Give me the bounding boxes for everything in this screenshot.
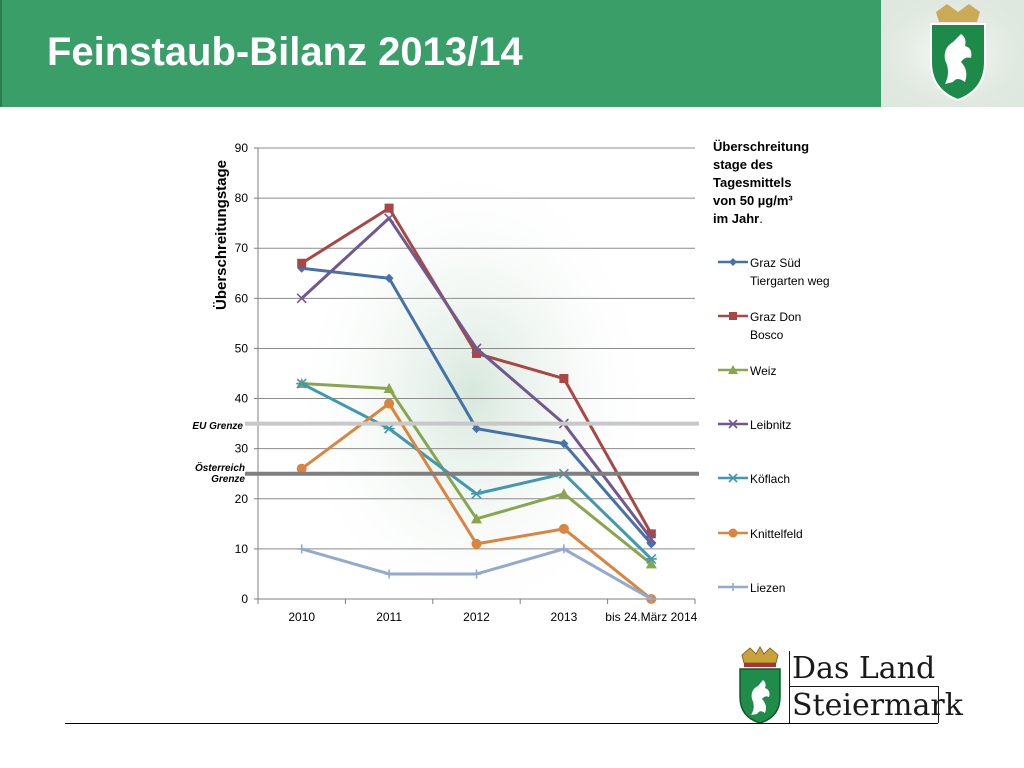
title-bar xyxy=(0,0,881,107)
data-point-marker xyxy=(383,423,395,434)
legend-label: Köflach xyxy=(750,472,791,486)
y-axis-label: Überschreitungstage xyxy=(213,160,230,310)
data-point-marker xyxy=(471,513,482,524)
y-tick-label: 40 xyxy=(235,392,249,406)
styria-crest-icon xyxy=(881,0,1024,107)
logo-right-rule xyxy=(938,686,939,723)
legend-label: Knittelfeld xyxy=(750,527,803,541)
data-point-marker xyxy=(646,529,656,539)
data-point-marker xyxy=(728,473,738,483)
legend-symbol xyxy=(718,528,748,538)
series-graz-don-bosco xyxy=(297,203,656,539)
y-tick-label: 20 xyxy=(235,492,249,506)
legend-label: Weiz xyxy=(750,364,777,378)
austria-limit-label-line1: Österreich xyxy=(195,461,245,474)
x-axis-ticks: 2010 2011 2012 2013 bis 24.März 2014 xyxy=(257,599,698,624)
axes xyxy=(257,148,695,600)
legend-title-line2: stage des xyxy=(713,157,773,172)
data-point-marker xyxy=(729,312,737,320)
logo-line-1: Das Land xyxy=(792,651,936,686)
header-crest-panel xyxy=(881,0,1024,107)
data-point-marker xyxy=(384,213,395,224)
data-point-marker xyxy=(646,533,657,544)
logo-underline xyxy=(789,686,939,687)
y-tick-label: 30 xyxy=(235,442,249,456)
x-tick-label: bis 24.März 2014 xyxy=(605,610,697,624)
eu-limit-label: EU Grenze xyxy=(192,421,243,432)
data-point-marker xyxy=(645,558,657,569)
austria-limit-label-line2: Grenze xyxy=(211,474,245,485)
y-tick-label: 50 xyxy=(235,341,249,355)
data-point-marker xyxy=(472,569,481,579)
legend-title-line4: von 50 µg/m³ xyxy=(713,193,793,208)
legend-symbol xyxy=(718,258,748,266)
data-point-marker xyxy=(472,424,481,434)
data-point-marker xyxy=(558,523,569,534)
legend-label: Graz Don Bosco xyxy=(750,310,802,342)
data-point-marker xyxy=(645,553,657,564)
y-tick-label: 80 xyxy=(235,191,249,205)
legend-title-period: . xyxy=(759,211,763,226)
logo-line-2: Steiermark xyxy=(792,688,963,723)
data-point-marker xyxy=(471,488,482,499)
logo-divider xyxy=(789,651,790,723)
data-point-marker xyxy=(296,378,308,389)
x-tick-label: 2013 xyxy=(551,610,578,624)
data-point-marker xyxy=(472,348,481,358)
legend-symbol xyxy=(718,419,748,429)
x-tick-label: 2011 xyxy=(376,610,402,624)
y-tick-label: 70 xyxy=(235,241,249,255)
y-tick-label: 90 xyxy=(235,141,249,155)
coat-of-arms-icon xyxy=(739,645,781,724)
data-point-marker xyxy=(384,203,394,213)
data-point-marker xyxy=(558,488,570,499)
limit-lines xyxy=(245,421,699,476)
legend-symbol xyxy=(718,473,748,483)
data-point-marker xyxy=(471,343,482,354)
data-point-marker xyxy=(297,544,307,554)
data-point-marker xyxy=(383,383,395,394)
legend-title-line3: Tagesmittels xyxy=(713,175,792,190)
data-point-marker xyxy=(296,293,307,304)
y-axis-ticks: 0 10 20 30 40 50 60 70 80 90 xyxy=(235,141,258,606)
data-point-marker xyxy=(384,398,395,409)
x-tick-label: 2012 xyxy=(463,610,490,624)
legend-title: Überschreitung stage des Tagesmittels vo… xyxy=(713,138,823,228)
footer-rule xyxy=(65,723,938,724)
title-bar-edge xyxy=(0,0,2,107)
data-point-marker xyxy=(728,365,738,374)
y-tick-label: 0 xyxy=(241,592,248,606)
logo-wordmark: Das Land Steiermark xyxy=(792,650,963,724)
data-point-marker xyxy=(728,528,738,538)
data-point-marker xyxy=(296,463,307,474)
data-point-marker xyxy=(559,544,569,554)
legend-label: Liezen xyxy=(750,581,786,595)
data-point-marker xyxy=(559,439,569,449)
das-land-steiermark-logo: Das Land Steiermark xyxy=(736,645,963,725)
x-tick-label: 2010 xyxy=(288,610,315,624)
data-point-marker xyxy=(729,583,737,591)
data-point-marker xyxy=(384,273,394,283)
legend-symbol xyxy=(718,583,748,591)
legend-label: Leibnitz xyxy=(750,418,792,432)
data-point-marker xyxy=(559,374,569,384)
legend-symbol xyxy=(718,365,748,374)
y-tick-label: 60 xyxy=(235,291,249,305)
data-point-marker xyxy=(729,258,737,266)
legend-label: Graz Süd Tiergarten weg xyxy=(750,256,830,288)
data-point-marker xyxy=(646,594,656,604)
data-point-marker xyxy=(728,419,738,429)
data-point-marker xyxy=(297,258,307,268)
data-point-marker xyxy=(471,538,482,549)
data-point-marker xyxy=(384,569,394,579)
legend-title-line5: im Jahr xyxy=(713,211,760,226)
plot-background-watermark xyxy=(300,174,645,612)
legend-title-line1: Überschreitung xyxy=(713,139,810,154)
legend-symbol xyxy=(718,312,748,320)
series-liezen xyxy=(297,544,656,604)
y-tick-label: 10 xyxy=(235,542,249,556)
slide-title: Feinstaub-Bilanz 2013/14 xyxy=(47,30,523,74)
